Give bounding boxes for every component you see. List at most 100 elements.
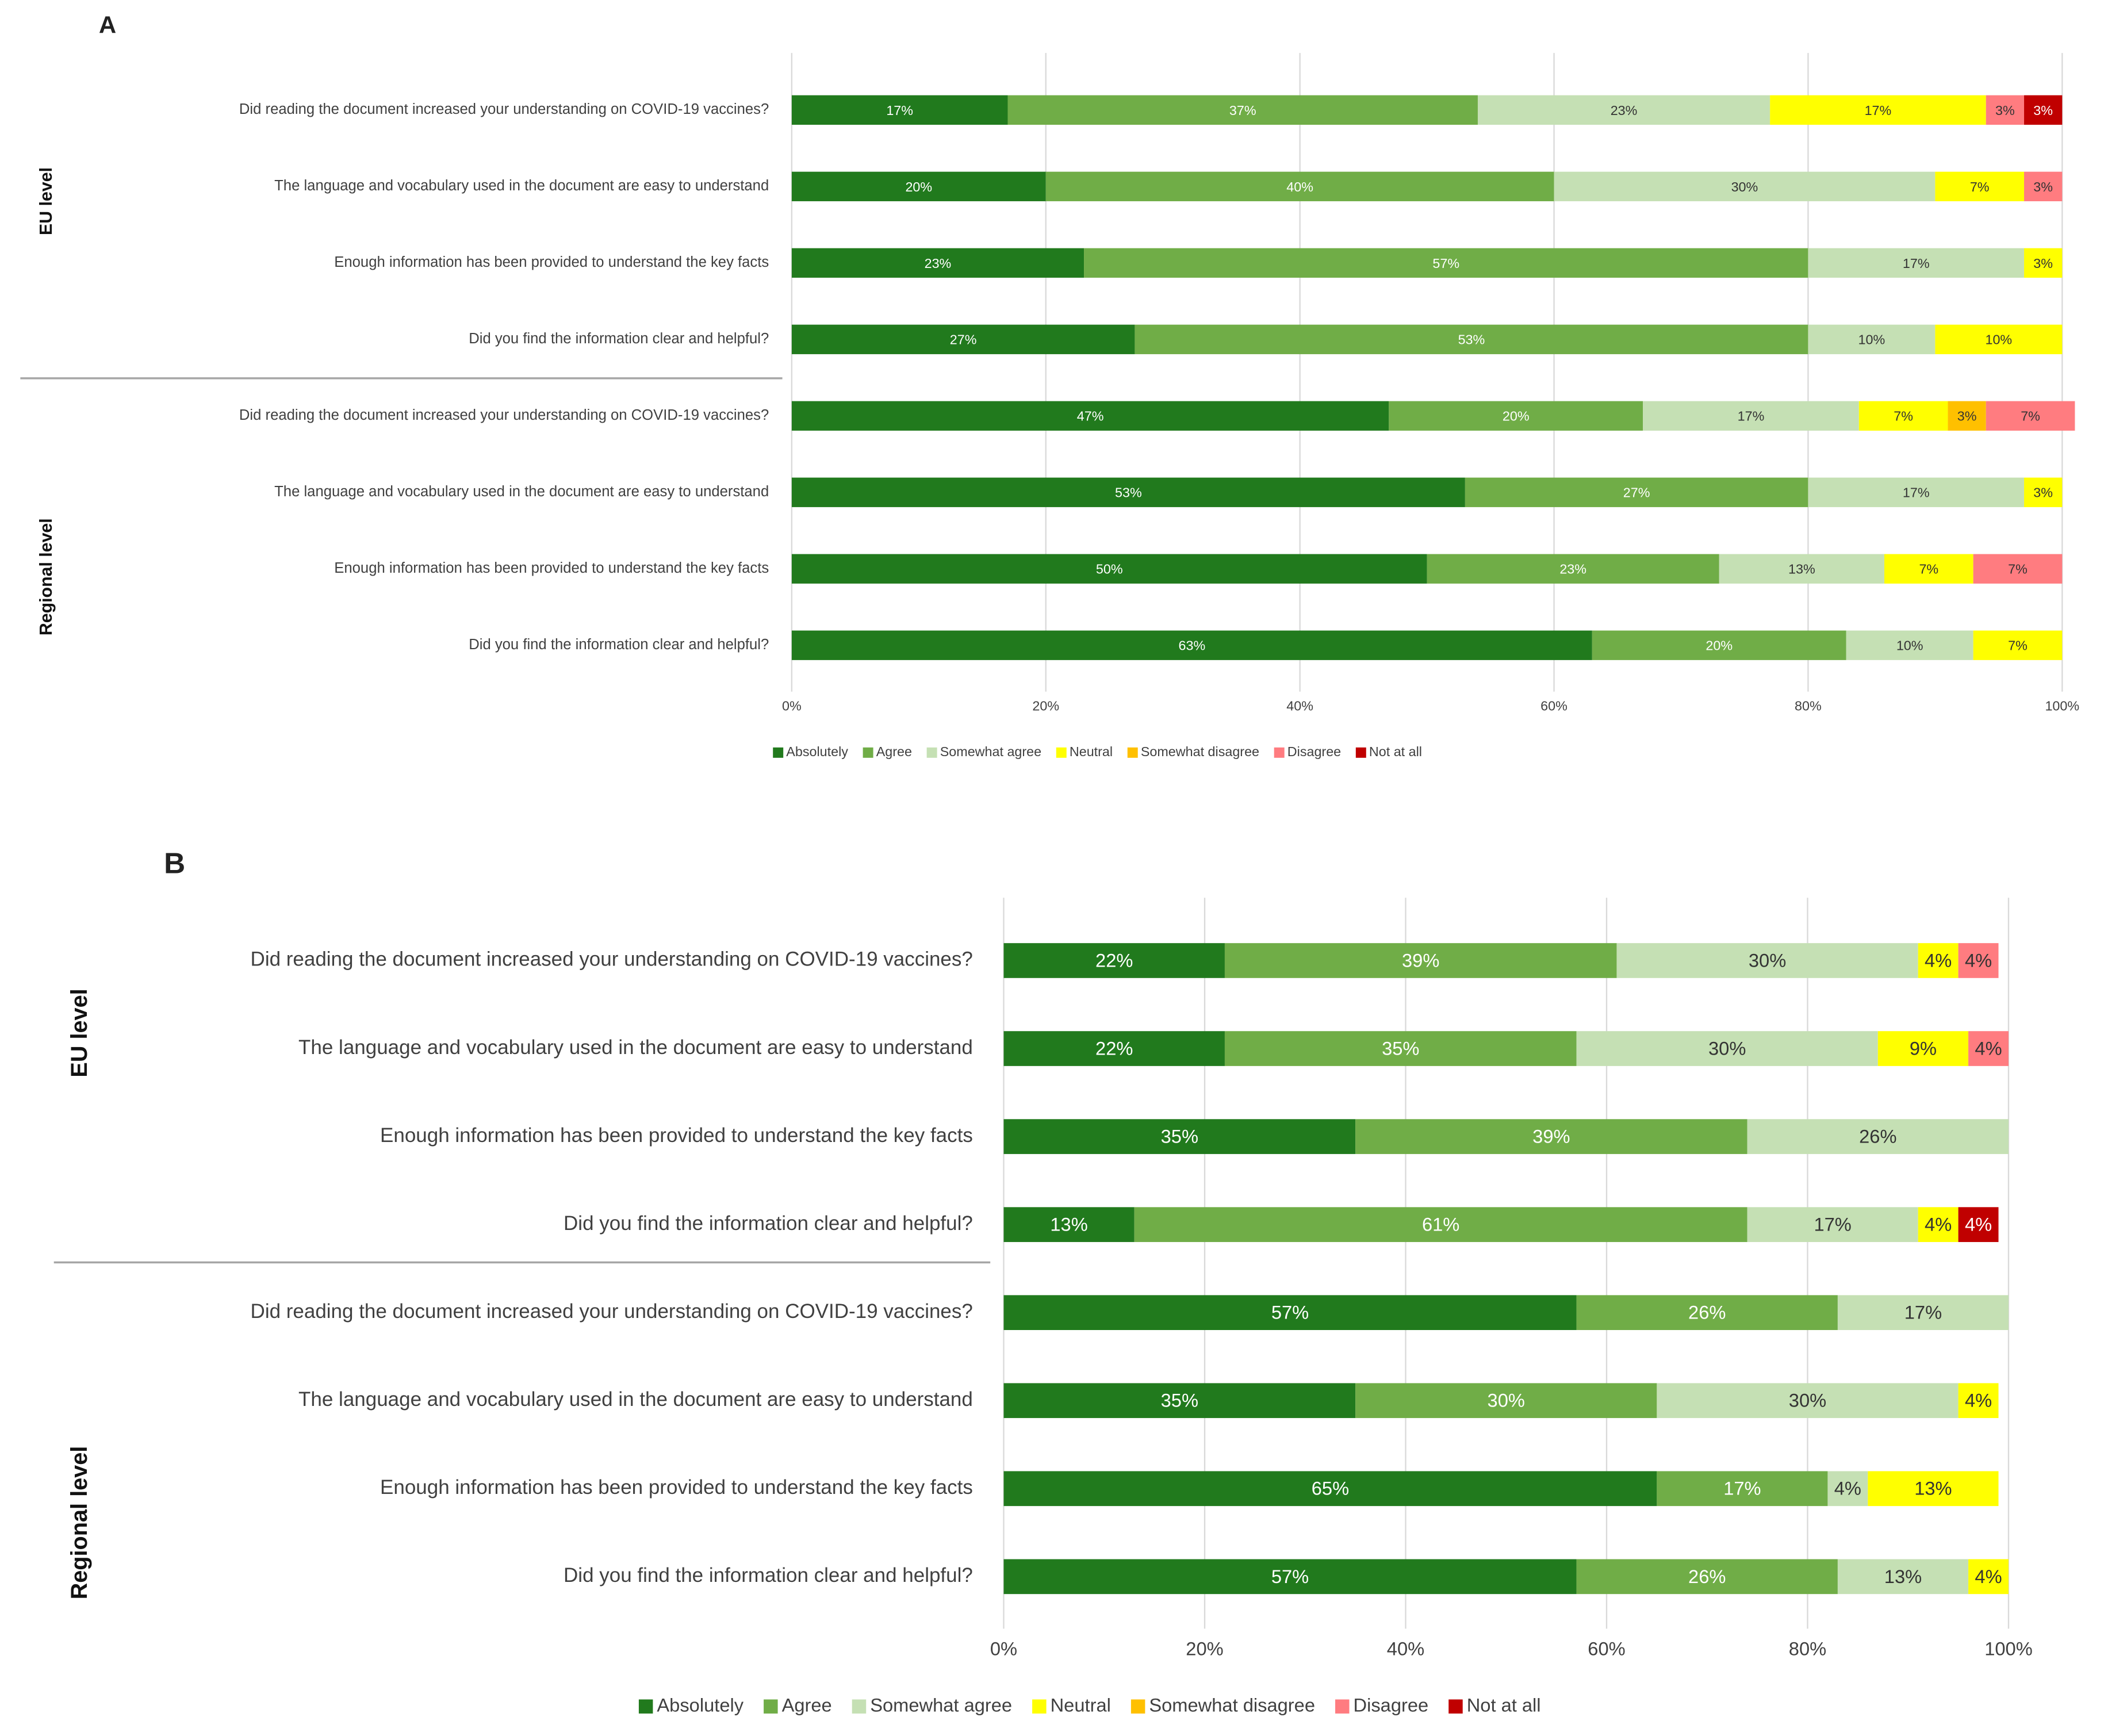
value-label: 10% xyxy=(1858,332,1885,347)
value-label: 7% xyxy=(1970,179,1990,194)
category-label: The language and vocabulary used in the … xyxy=(274,178,769,194)
bar-segment xyxy=(1948,401,1986,431)
bar-segment xyxy=(791,554,1427,584)
legend-label: Somewhat disagree xyxy=(1149,1694,1315,1715)
category-label: Did reading the document increased your … xyxy=(251,948,973,971)
bar-segment xyxy=(1003,1471,1657,1507)
x-tick-label: 20% xyxy=(1186,1638,1223,1659)
value-label: 30% xyxy=(1789,1390,1826,1411)
value-label: 10% xyxy=(1896,638,1923,653)
group-label: Regional level xyxy=(37,518,56,635)
bar-segment xyxy=(1616,943,1918,978)
bar-segment xyxy=(1935,171,2025,201)
value-label: 13% xyxy=(1884,1566,1922,1587)
panel-title: A xyxy=(99,12,116,39)
bar-segment xyxy=(791,171,1046,201)
value-label: 20% xyxy=(1503,409,1530,424)
value-label: 17% xyxy=(1723,1478,1761,1499)
bar-segment xyxy=(1007,95,1478,125)
panel-title: B xyxy=(164,846,185,879)
value-label: 9% xyxy=(1910,1037,1937,1059)
value-label: 27% xyxy=(950,332,977,347)
value-label: 7% xyxy=(1894,409,1913,424)
value-label: 20% xyxy=(1706,638,1733,653)
bar-segment xyxy=(1576,1559,1838,1595)
value-label: 26% xyxy=(1859,1126,1896,1147)
category-label: Did reading the document increased your … xyxy=(251,1300,973,1323)
category-label: The language and vocabulary used in the … xyxy=(274,484,769,500)
legend-swatch xyxy=(852,1699,867,1714)
bar-segment xyxy=(1958,1383,1999,1419)
category-label: Enough information has been provided to … xyxy=(380,1476,973,1499)
value-label: 40% xyxy=(1286,179,1313,194)
bar-segment xyxy=(1719,554,1884,584)
value-label: 26% xyxy=(1688,1302,1726,1323)
value-label: 7% xyxy=(1919,562,1938,577)
bar-segment xyxy=(1355,1383,1657,1419)
value-label: 3% xyxy=(2033,103,2053,118)
value-label: 30% xyxy=(1731,179,1758,194)
category-label: Did you find the information clear and h… xyxy=(469,637,769,653)
value-label: 53% xyxy=(1115,485,1142,500)
bar-segment xyxy=(1355,1119,1747,1154)
x-tick-label: 60% xyxy=(1540,699,1568,714)
x-tick-label: 0% xyxy=(782,699,802,714)
value-label: 53% xyxy=(1458,332,1485,347)
bar-segment xyxy=(1003,1031,1225,1066)
bar-segment xyxy=(1827,1471,1868,1507)
value-label: 3% xyxy=(1957,409,1977,424)
value-label: 17% xyxy=(1903,485,1930,500)
value-label: 13% xyxy=(1914,1478,1952,1499)
bar-segment xyxy=(1958,1207,1999,1242)
bar-segment xyxy=(1973,630,2063,660)
bar-segment xyxy=(1576,1031,1878,1066)
legend-swatch xyxy=(1056,747,1067,758)
value-label: 4% xyxy=(1975,1566,2002,1587)
bar-segment xyxy=(1968,1031,2009,1066)
bar-segment xyxy=(2024,171,2063,201)
value-label: 7% xyxy=(2008,638,2028,653)
legend-label: Absolutely xyxy=(657,1694,744,1715)
value-label: 13% xyxy=(1788,562,1815,577)
bar-segment xyxy=(1003,1295,1577,1331)
value-label: 4% xyxy=(1925,1214,1952,1235)
legend-label: Neutral xyxy=(1051,1694,1111,1715)
legend-label: Agree xyxy=(782,1694,832,1715)
bar-segment xyxy=(1134,1207,1747,1242)
bar-segment xyxy=(791,95,1008,125)
legend-swatch xyxy=(1130,1699,1145,1714)
bar-segment xyxy=(1837,1559,1969,1595)
category-label: Did reading the document increased your … xyxy=(239,101,769,117)
category-label: The language and vocabulary used in the … xyxy=(298,1388,973,1411)
value-label: 35% xyxy=(1161,1126,1198,1147)
category-label: Enough information has been provided to … xyxy=(380,1124,973,1147)
bar-segment xyxy=(1837,1295,2009,1331)
value-label: 50% xyxy=(1096,562,1123,577)
value-label: 30% xyxy=(1488,1390,1525,1411)
value-label: 4% xyxy=(1834,1478,1861,1499)
bar-segment xyxy=(1884,554,1973,584)
value-label: 17% xyxy=(1738,409,1765,424)
value-label: 4% xyxy=(1975,1037,2002,1059)
bar-segment xyxy=(791,477,1465,507)
bar-segment xyxy=(791,401,1389,431)
bar-segment xyxy=(1643,401,1859,431)
bar-segment xyxy=(1958,943,1999,978)
category-label: Did reading the document increased your … xyxy=(239,407,769,423)
x-tick-label: 0% xyxy=(990,1638,1017,1659)
x-tick-label: 80% xyxy=(1795,699,1822,714)
group-label: EU level xyxy=(67,988,92,1077)
bar-segment xyxy=(1003,1383,1356,1419)
value-label: 47% xyxy=(1077,409,1104,424)
bar-segment xyxy=(1986,95,2025,125)
bar-segment xyxy=(1657,1383,1959,1419)
value-label: 37% xyxy=(1229,103,1256,118)
bar-segment xyxy=(791,630,1592,660)
legend-label: Somewhat agree xyxy=(940,744,1041,759)
category-label: The language and vocabulary used in the … xyxy=(298,1036,973,1059)
value-label: 57% xyxy=(1432,256,1459,271)
x-tick-label: 40% xyxy=(1387,1638,1424,1659)
legend-label: Neutral xyxy=(1070,744,1113,759)
bar-segment xyxy=(1045,171,1554,201)
bar-segment xyxy=(1084,248,1808,278)
